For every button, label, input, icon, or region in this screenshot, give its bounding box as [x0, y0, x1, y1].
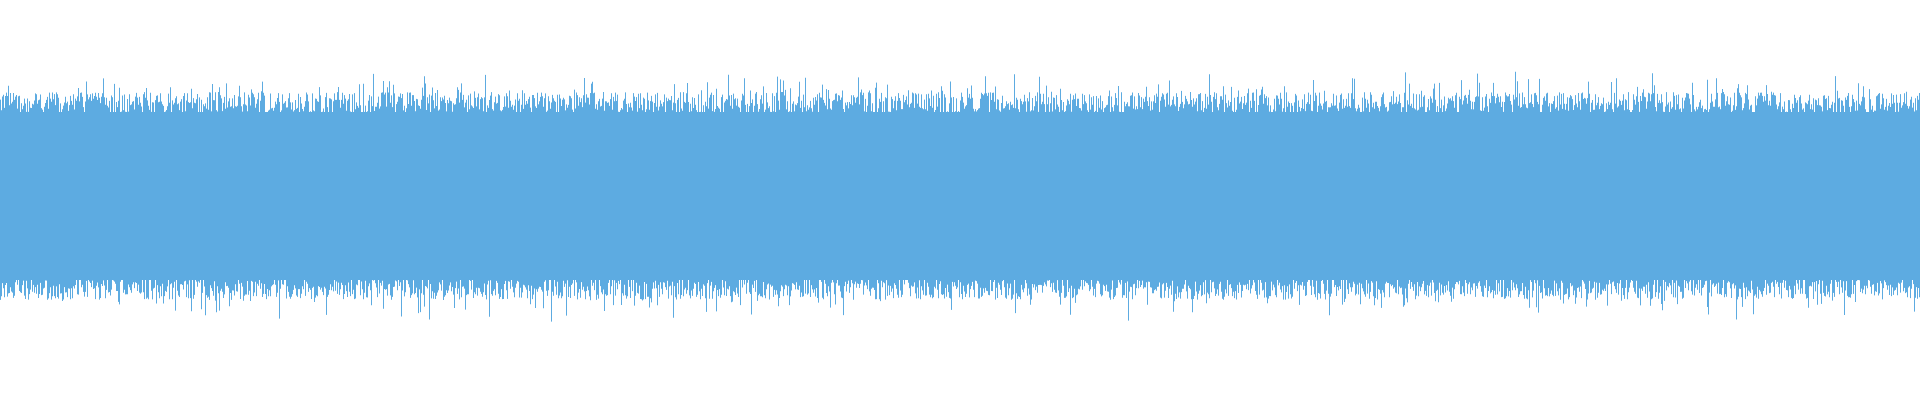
waveform-peaks [0, 71, 1920, 322]
